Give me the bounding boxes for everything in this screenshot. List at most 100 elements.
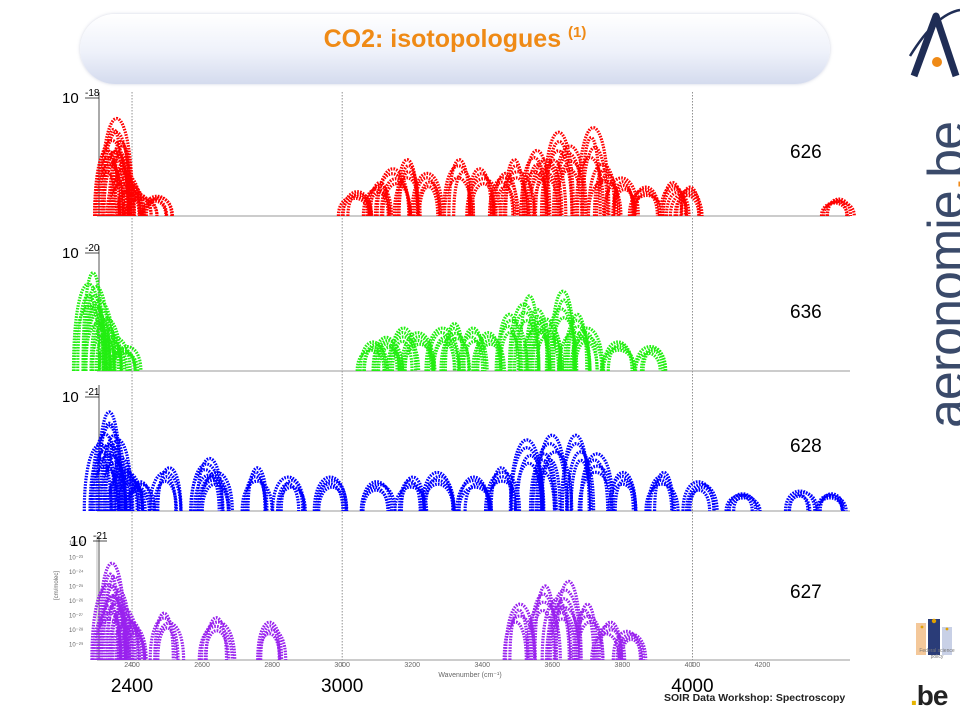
x-tick-small: 4200 xyxy=(755,662,771,669)
band-arch-636 xyxy=(439,331,471,372)
band-arch-626 xyxy=(542,149,574,217)
band-arch-636 xyxy=(523,308,552,372)
band-arch-626 xyxy=(410,172,445,217)
band-arch-628 xyxy=(727,492,758,512)
x-tick-small: 3800 xyxy=(615,662,631,669)
band-arch-628 xyxy=(112,482,147,512)
band-arch-628 xyxy=(95,410,123,512)
band-arch-628 xyxy=(243,475,268,512)
band-arch-628 xyxy=(787,492,810,512)
band-arch-636 xyxy=(402,342,437,372)
y-tick-small: 10⁻²⁶ xyxy=(69,598,84,605)
band-arch-628 xyxy=(484,479,520,512)
y-tick-small: 10⁻²⁹ xyxy=(69,642,84,649)
band-arch-628 xyxy=(727,496,762,512)
band-arch-636 xyxy=(461,340,488,372)
band-arch-636 xyxy=(475,342,506,372)
band-arch-626 xyxy=(95,170,119,217)
band-arch-628 xyxy=(317,485,347,512)
band-arch-636 xyxy=(358,340,388,372)
band-arch-628 xyxy=(112,475,143,512)
band-arch-628 xyxy=(646,475,677,512)
band-arch-628 xyxy=(686,488,712,512)
x-tick-big: 2400 xyxy=(111,676,153,697)
band-arch-628 xyxy=(193,473,225,512)
band-arch-628 xyxy=(399,475,426,512)
y-max-exponent: -21 xyxy=(85,387,100,398)
aeronomie-logo-text: aeronomie.be xyxy=(918,121,960,429)
y-max-label: 10 xyxy=(62,245,79,262)
title-superscript: (1) xyxy=(568,24,587,41)
band-arch-628 xyxy=(123,485,151,512)
band-arch-628 xyxy=(565,450,596,512)
band-arch-626 xyxy=(465,177,502,217)
band-arch-627 xyxy=(590,632,621,661)
band-arch-628 xyxy=(537,450,574,512)
band-arch-626 xyxy=(819,201,849,217)
band-arch-636 xyxy=(601,348,637,372)
band-arch-628 xyxy=(189,462,224,512)
band-arch-626 xyxy=(519,156,549,217)
band-arch-636 xyxy=(633,344,668,372)
band-arch-626 xyxy=(630,185,661,217)
title-banner xyxy=(80,14,830,84)
x-tick-big: 4000 xyxy=(671,676,713,697)
band-arch-628 xyxy=(613,478,635,512)
band-arch-626 xyxy=(522,149,552,217)
band-arch-627 xyxy=(546,617,578,661)
x-tick-small: 3400 xyxy=(474,662,490,669)
band-arch-636 xyxy=(457,335,485,372)
y-tick-small: 10⁻²⁷ xyxy=(69,613,83,620)
y-tick-small: 10⁻²⁵ xyxy=(69,584,84,591)
band-arch-627 xyxy=(618,635,645,661)
band-arch-636 xyxy=(573,340,599,372)
band-arch-628 xyxy=(535,433,569,512)
band-arch-627 xyxy=(156,626,178,661)
band-arch-626 xyxy=(627,188,662,217)
band-arch-636 xyxy=(441,326,466,372)
band-arch-626 xyxy=(679,185,701,217)
band-arch-627 xyxy=(96,594,128,661)
band-arch-628 xyxy=(276,485,307,512)
band-arch-626 xyxy=(668,191,704,217)
band-arch-636 xyxy=(83,306,116,372)
band-arch-627 xyxy=(259,624,281,661)
band-arch-626 xyxy=(466,167,493,217)
x-tick-small: 3200 xyxy=(404,662,420,669)
band-arch-626 xyxy=(102,149,130,217)
band-arch-628 xyxy=(815,496,845,512)
band-arch-628 xyxy=(648,478,674,512)
band-arch-626 xyxy=(611,188,638,217)
band-arch-636 xyxy=(564,324,592,372)
band-arch-636 xyxy=(557,330,592,372)
band-arch-628 xyxy=(95,421,123,512)
x-tick-small: 3600 xyxy=(545,662,561,669)
y-max-label: 10 xyxy=(62,90,79,107)
band-arch-627 xyxy=(611,629,642,661)
band-arch-626 xyxy=(825,197,853,217)
band-arch-636 xyxy=(102,345,129,372)
band-arch-636 xyxy=(83,303,108,372)
band-arch-636 xyxy=(527,315,549,372)
band-arch-628 xyxy=(607,482,638,512)
band-arch-626 xyxy=(108,167,137,217)
band-arch-636 xyxy=(89,334,117,372)
band-arch-628 xyxy=(156,466,183,512)
band-arch-636 xyxy=(509,310,541,372)
band-arch-627 xyxy=(540,597,573,661)
band-arch-636 xyxy=(377,345,402,372)
band-arch-628 xyxy=(816,495,848,512)
y-axis-label-small: [cm/molec] xyxy=(54,571,60,600)
band-arch-626 xyxy=(381,182,413,217)
band-arch-636 xyxy=(372,339,405,372)
band-arch-636 xyxy=(374,342,399,372)
band-arch-626 xyxy=(673,194,701,217)
band-arch-636 xyxy=(97,336,132,372)
band-arch-628 xyxy=(279,479,305,512)
band-arch-636 xyxy=(599,345,637,372)
band-arch-626 xyxy=(602,176,640,217)
x-axis-label-small: Wavenumber (cm⁻¹) xyxy=(438,672,501,679)
band-arch-626 xyxy=(539,158,568,217)
band-arch-626 xyxy=(417,185,440,217)
band-arch-636 xyxy=(634,351,662,372)
